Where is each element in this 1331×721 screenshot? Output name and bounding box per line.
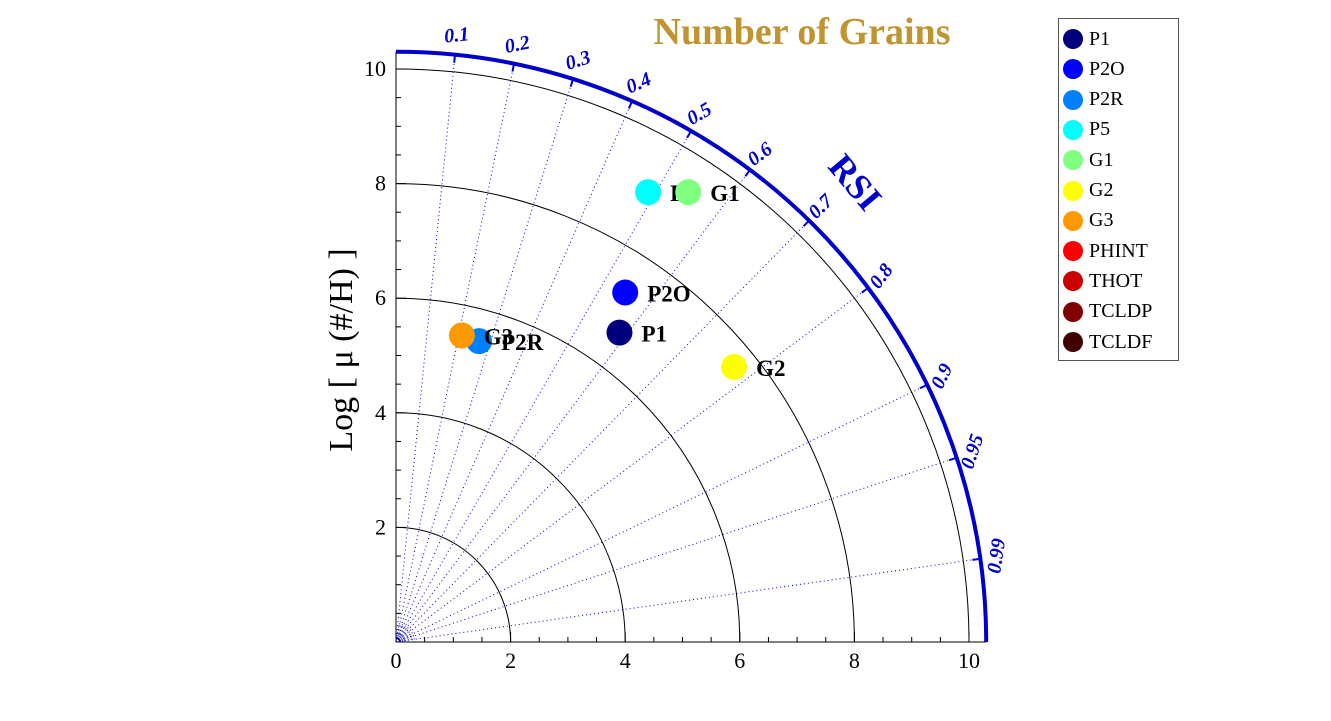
data-point-label: G1 — [710, 181, 739, 206]
x-tick-label: 6 — [734, 648, 745, 673]
rsi-tick-label: 0.6 — [743, 138, 776, 171]
y-tick-label: 10 — [364, 56, 386, 81]
legend-label: THOT — [1089, 269, 1143, 292]
rsi-outer-arc — [395, 49, 989, 643]
rsi-radial-line — [395, 78, 574, 643]
legend-swatch — [1063, 271, 1083, 292]
legend-label: PHINT — [1089, 239, 1148, 262]
data-point — [612, 279, 639, 306]
origin-radial-hint — [395, 622, 400, 643]
rsi-radial-line — [395, 457, 957, 643]
rsi-tick-label: 0.2 — [503, 31, 532, 58]
legend: P1 P2O P2R P5 G1 G2 G3 PHINT THOT TCLDP TCLDF — [1058, 18, 1179, 361]
y-tick-label: 8 — [375, 171, 386, 196]
x-tick-label: 0 — [391, 648, 402, 673]
x-tick-label: 4 — [620, 648, 631, 673]
legend-label: G3 — [1089, 209, 1114, 232]
legend-item: G3 — [1063, 207, 1113, 235]
rsi-tick-label: 0.99 — [983, 537, 1010, 575]
rsi-radial-line — [395, 63, 515, 643]
legend-label: P1 — [1089, 27, 1111, 50]
rsi-tick-label: 0.5 — [683, 98, 716, 130]
origin-radial-hint — [395, 628, 412, 643]
axes-layer: 0 2 4 6 8 10 2 4 6 8 10 — [364, 49, 989, 673]
data-point-label: G2 — [756, 356, 785, 381]
legend-item: P5 — [1063, 116, 1110, 144]
legend-label: TCLDF — [1089, 330, 1153, 353]
legend-label: TCLDP — [1089, 300, 1153, 323]
arc-line — [395, 297, 741, 643]
y-axis-label: Log [ μ (#/H) ] — [323, 248, 360, 451]
legend-item: TCLDP — [1063, 298, 1152, 326]
rsi-tick-label: 0.1 — [443, 23, 470, 47]
origin-radial-hint — [395, 638, 416, 643]
legend-item: P1 — [1063, 25, 1110, 53]
legend-swatch — [1063, 301, 1083, 322]
legend-swatch — [1063, 180, 1083, 201]
legend-swatch — [1063, 210, 1083, 231]
rsi-tick-label: 0.4 — [623, 68, 655, 98]
legend-swatch — [1063, 241, 1083, 262]
y-tick-label: 6 — [375, 285, 386, 310]
legend-swatch — [1063, 29, 1083, 49]
y-tick-label: 2 — [375, 514, 386, 539]
legend-swatch — [1063, 119, 1083, 140]
arc-line — [395, 412, 626, 643]
legend-item: P2R — [1063, 86, 1123, 114]
legend-item: G2 — [1063, 177, 1113, 205]
origin-radial-hint — [395, 631, 414, 643]
legend-label: P2O — [1089, 57, 1125, 80]
rsi-radial-line — [395, 220, 810, 643]
data-point — [675, 179, 702, 206]
y-tick-label: 4 — [375, 400, 386, 425]
data-point — [448, 322, 475, 349]
rsi-tick-label: 0.9 — [927, 360, 958, 392]
legend-label: G2 — [1089, 179, 1114, 201]
arc-line — [395, 68, 970, 643]
data-point-label: P1 — [641, 322, 667, 347]
data-point-label: P2O — [647, 281, 690, 306]
legend-swatch — [1063, 332, 1083, 352]
data-point — [721, 353, 748, 380]
origin-radial-hint — [395, 624, 407, 643]
data-point-label: G3 — [484, 324, 513, 349]
legend-label: P2R — [1089, 88, 1124, 111]
legend-item: TCLDF — [1063, 328, 1152, 356]
origin-radial-hint — [395, 626, 410, 643]
x-tick-label: 10 — [958, 648, 980, 673]
legend-item: G1 — [1063, 146, 1113, 174]
chart-title: Number of Grains — [654, 11, 951, 53]
legend-item: P2O — [1063, 55, 1125, 83]
rsi-radial-line — [395, 169, 751, 643]
legend-label: G1 — [1089, 148, 1114, 171]
arc-line — [395, 183, 855, 643]
rsi-tick-label: 0.3 — [563, 46, 593, 74]
legend-swatch — [1063, 150, 1083, 171]
data-point-label: P2R — [501, 330, 544, 355]
rsi-radial-line — [395, 54, 456, 643]
legend-swatch — [1063, 89, 1083, 110]
x-tick-label: 8 — [849, 648, 860, 673]
legend-item: THOT — [1063, 267, 1142, 295]
legend-item: PHINT — [1063, 237, 1148, 265]
origin-radial-hint — [395, 623, 404, 643]
legend-label: P5 — [1089, 118, 1111, 141]
arc-line — [395, 526, 512, 643]
legend-swatch — [1063, 59, 1083, 80]
origin-radial-hint — [395, 634, 415, 643]
rsi-radial-line — [395, 100, 633, 643]
x-tick-label: 2 — [505, 648, 516, 673]
rsi-radial-line — [395, 558, 981, 643]
data-point — [606, 319, 633, 346]
data-point — [635, 179, 662, 206]
